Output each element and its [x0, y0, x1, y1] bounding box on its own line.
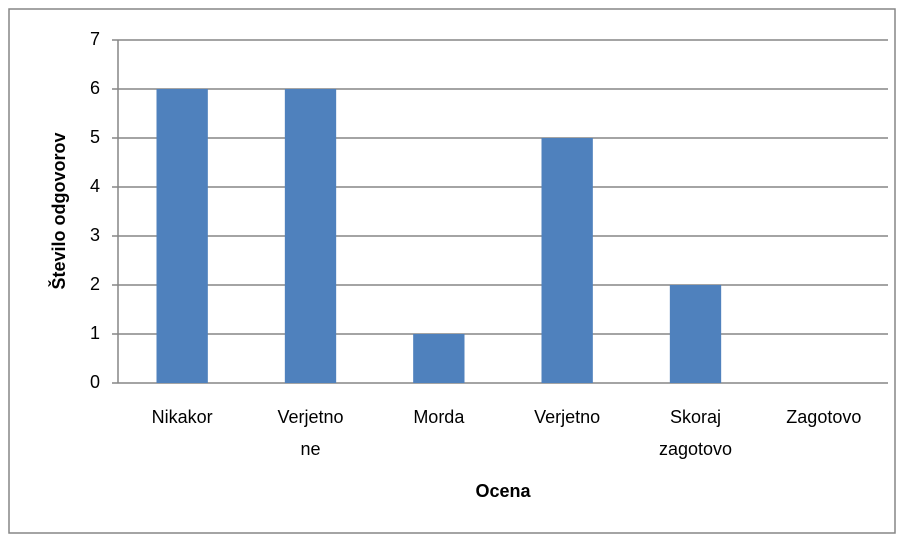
- bar: [413, 334, 465, 383]
- bar: [156, 89, 208, 383]
- x-tick-label: Morda: [413, 407, 465, 427]
- bar: [541, 138, 593, 383]
- y-tick-label: 0: [90, 372, 100, 392]
- x-tick-label: Verjetno: [534, 407, 600, 427]
- x-axis-label: Ocena: [475, 481, 531, 501]
- x-tick-label: Nikakor: [152, 407, 213, 427]
- x-tick-label: Skoraj zagotovo: [659, 407, 732, 459]
- chart-frame: [8, 8, 896, 534]
- y-tick-label: 2: [90, 274, 100, 294]
- y-tick-label: 6: [90, 78, 100, 98]
- y-axis-label: Število odgovorov: [48, 132, 69, 289]
- bar: [669, 285, 722, 383]
- y-tick-label: 7: [90, 29, 100, 49]
- bar: [284, 89, 337, 383]
- y-tick-label: 1: [90, 323, 100, 343]
- x-tick-label: Verjetno ne: [277, 407, 343, 459]
- y-tick-label: 3: [90, 225, 100, 245]
- x-tick-label: Zagotovo: [786, 407, 861, 427]
- y-tick-label: 5: [90, 127, 100, 147]
- y-tick-label: 4: [90, 176, 100, 196]
